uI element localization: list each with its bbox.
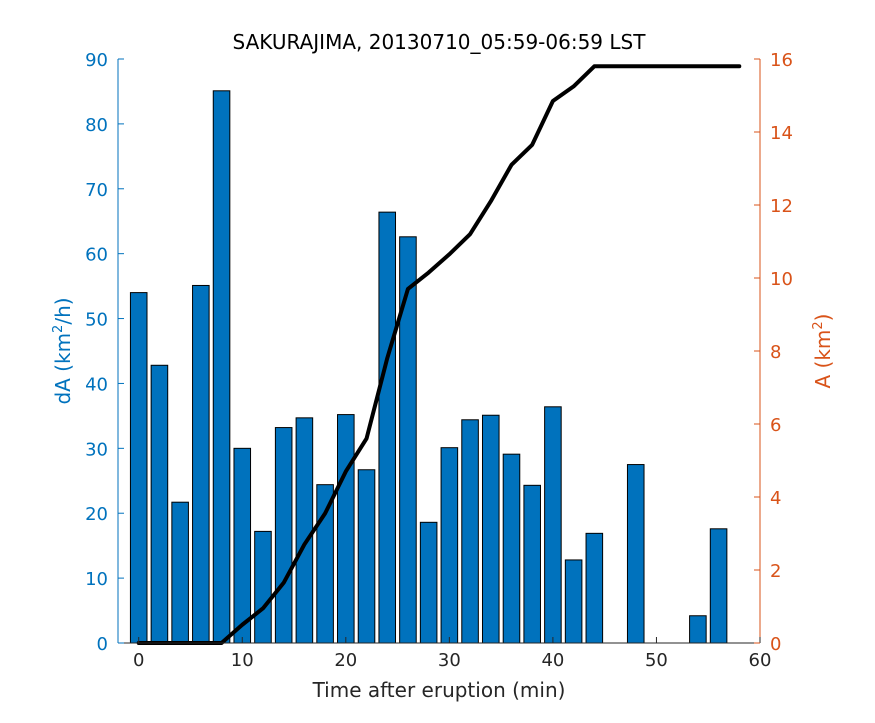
- bar: [564, 559, 583, 644]
- bar: [274, 427, 293, 644]
- line-layer: [136, 64, 742, 645]
- y-tick-label-right: 12: [770, 196, 793, 217]
- bar: [378, 211, 397, 644]
- bar: [544, 406, 562, 644]
- cumulative-area-line: [136, 64, 742, 645]
- y-tick-label-left: 70: [85, 180, 108, 201]
- y-tick-label-left: 80: [85, 115, 108, 136]
- y-tick-label-left: 50: [85, 310, 108, 331]
- bar: [689, 615, 707, 644]
- y-tick-label-left: 90: [85, 50, 108, 71]
- y-axis-label-left: dA (km2/h): [51, 297, 75, 404]
- x-axis-label: Time after eruption (min): [312, 678, 566, 702]
- x-tick-label: 0: [133, 650, 144, 671]
- y-tick-label-right: 8: [770, 342, 781, 363]
- y-tick-label-right: 10: [770, 269, 793, 290]
- bar: [461, 419, 479, 644]
- x-tick-label: 60: [749, 650, 772, 671]
- bar: [254, 530, 272, 644]
- bar: [233, 447, 252, 644]
- bar: [212, 90, 231, 644]
- x-tick-label: 40: [541, 650, 564, 671]
- ticks-layer: 0 10 20 30 40 50 60010203040506070809002468101…: [85, 50, 793, 671]
- bar: [129, 292, 148, 644]
- y-tick-label-right: 14: [770, 123, 793, 144]
- y-tick-label-right: 6: [770, 415, 781, 436]
- bar: [295, 417, 314, 644]
- x-tick-label: 30: [438, 650, 461, 671]
- y-axis-label-right: A (km2): [811, 314, 835, 389]
- bar: [337, 414, 355, 644]
- y-tick-label-left: 10: [85, 569, 108, 590]
- y-tick-label-left: 0: [97, 634, 108, 655]
- bar: [709, 528, 728, 644]
- bar: [626, 464, 645, 644]
- x-tick-label: 50: [645, 650, 668, 671]
- y-tick-label-right: 2: [770, 561, 781, 582]
- bar: [192, 284, 210, 644]
- chart-title: SAKURAJIMA, 20130710_05:59-06:59 LST: [233, 30, 647, 54]
- y-tick-label-right: 4: [770, 488, 781, 509]
- bars-layer: [129, 90, 728, 644]
- y-tick-label-left: 40: [85, 374, 108, 395]
- y-tick-label-left: 30: [85, 439, 108, 460]
- y-tick-label-right: 16: [770, 50, 793, 71]
- bar: [150, 364, 169, 644]
- bar: [357, 469, 376, 644]
- bar: [171, 501, 189, 644]
- bar: [316, 484, 334, 644]
- bar: [419, 521, 438, 644]
- x-tick-label: 20: [334, 650, 357, 671]
- y-tick-label-right: 0: [770, 634, 781, 655]
- x-tick-label: 10: [231, 650, 254, 671]
- bar: [502, 453, 521, 644]
- bar: [523, 484, 541, 644]
- y-tick-label-left: 60: [85, 245, 108, 266]
- y-tick-label-left: 20: [85, 504, 108, 525]
- bar: [440, 447, 459, 644]
- bar: [399, 236, 417, 644]
- bar: [585, 532, 604, 644]
- bar: [481, 414, 500, 644]
